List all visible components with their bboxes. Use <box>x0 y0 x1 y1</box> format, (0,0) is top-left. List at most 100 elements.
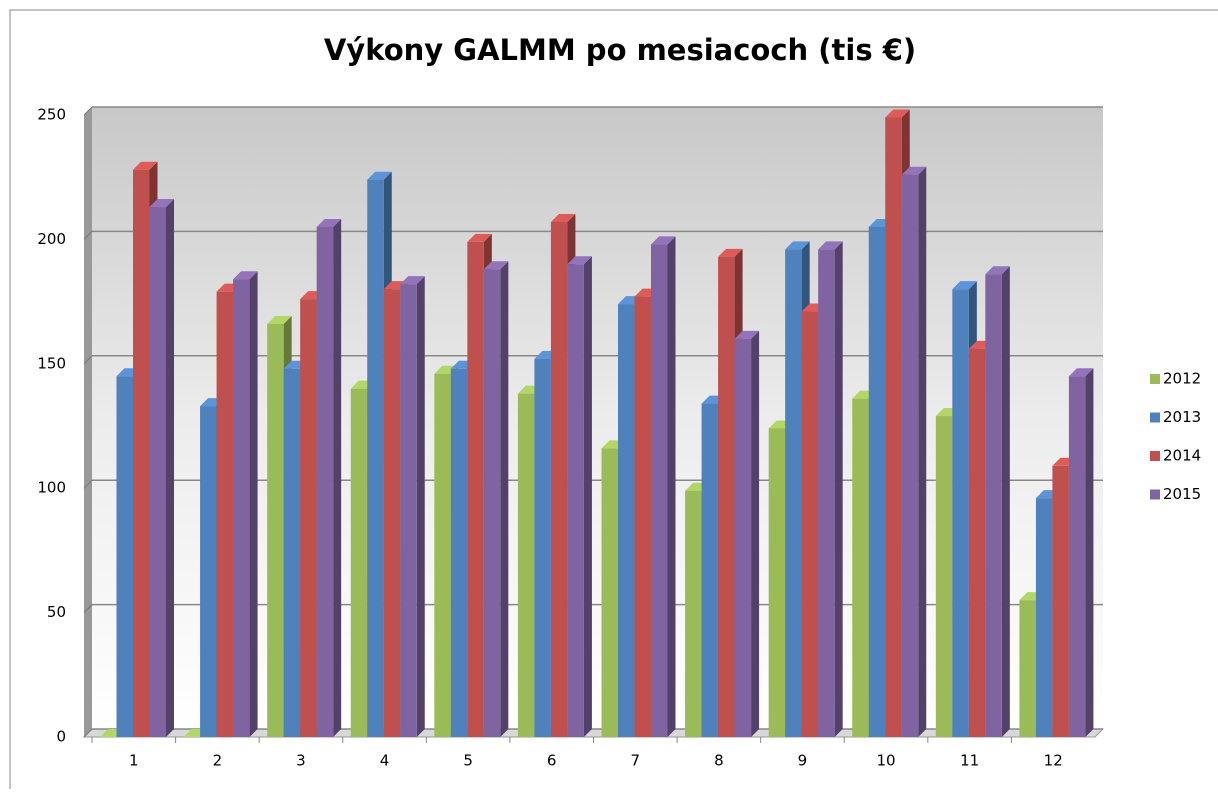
bar <box>734 338 752 737</box>
bar-top <box>785 241 810 250</box>
x-tick-label: 3 <box>296 752 306 770</box>
bar <box>467 241 484 737</box>
x-tick-label: 10 <box>876 752 895 770</box>
grid-line-side <box>83 479 93 489</box>
y-tick-label: 150 <box>37 354 66 372</box>
bar <box>885 117 902 738</box>
bar-side <box>249 271 258 737</box>
bar-side <box>918 166 927 737</box>
bar <box>634 296 651 737</box>
bar <box>801 311 819 737</box>
bar <box>1019 600 1036 737</box>
bar <box>316 226 334 737</box>
bar-top <box>985 266 1010 275</box>
bar <box>868 226 886 737</box>
bar-top <box>467 233 492 242</box>
grid-line-side <box>83 231 93 240</box>
bar-top <box>901 166 927 175</box>
bar-top <box>233 271 258 280</box>
bar-top <box>718 248 743 257</box>
bar-side <box>333 218 342 737</box>
bar <box>400 284 417 737</box>
bar <box>1052 465 1069 737</box>
legend-swatch <box>1150 412 1160 423</box>
bar <box>1035 498 1053 737</box>
y-tick-label: 250 <box>37 106 66 124</box>
bar-side <box>583 256 592 737</box>
x-tick-label: 4 <box>380 752 390 770</box>
y-tick-label: 200 <box>37 230 66 248</box>
bar <box>567 264 584 737</box>
x-tick-label: 7 <box>631 752 641 770</box>
bar <box>434 373 451 737</box>
bar-top <box>550 213 576 222</box>
bar <box>985 274 1002 737</box>
bar <box>383 289 401 737</box>
bar-top <box>149 199 174 208</box>
bar <box>852 398 869 737</box>
legend-label: 2013 <box>1163 408 1201 426</box>
bar <box>952 289 969 737</box>
bar-top <box>885 109 910 118</box>
bar <box>685 490 702 737</box>
legend-swatch <box>1150 489 1160 500</box>
legend-swatch <box>1150 374 1160 384</box>
bar <box>200 406 217 737</box>
x-tick-label: 11 <box>960 752 979 770</box>
bar <box>785 249 802 738</box>
legend-label: 2012 <box>1163 370 1201 388</box>
chart-title: Výkony GALMM po mesiacoch (tis €) <box>324 33 916 67</box>
legend-label: 2014 <box>1163 447 1201 465</box>
x-tick-label: 5 <box>463 752 473 770</box>
bar <box>601 448 618 737</box>
x-tick-label: 6 <box>547 752 557 770</box>
bar <box>216 291 234 737</box>
back-wall <box>92 107 1103 729</box>
bar <box>618 304 635 737</box>
bar-top <box>818 241 843 250</box>
bar <box>233 279 250 737</box>
bar-top <box>567 256 592 265</box>
bar-top <box>367 171 392 180</box>
bar <box>534 358 551 737</box>
legend-label: 2015 <box>1163 485 1201 503</box>
bar-side <box>751 330 760 737</box>
bar-side <box>834 241 843 738</box>
bar <box>901 174 919 737</box>
bar <box>935 416 953 737</box>
bar <box>718 256 735 737</box>
bar <box>267 323 284 737</box>
bar <box>367 179 384 738</box>
x-tick-label: 2 <box>213 752 223 770</box>
bar <box>768 428 786 737</box>
x-tick-label: 12 <box>1044 752 1063 770</box>
grid-line-side <box>83 604 93 613</box>
bar <box>350 388 368 737</box>
grid-line-side <box>83 728 93 738</box>
bar-side <box>1001 266 1010 737</box>
bar-top <box>316 218 342 227</box>
bar-side <box>500 261 509 737</box>
bar <box>968 348 986 737</box>
x-tick-label: 9 <box>798 752 808 770</box>
y-tick-label: 50 <box>47 603 66 621</box>
bar <box>133 169 150 738</box>
bar-top <box>734 330 760 339</box>
bar-top <box>483 261 509 270</box>
bar-side <box>416 276 425 737</box>
bar <box>1068 376 1086 737</box>
bar-side <box>1085 368 1094 737</box>
y-tick-label: 0 <box>56 728 66 746</box>
bar <box>483 269 501 737</box>
x-tick-label: 1 <box>129 752 139 770</box>
bar <box>149 207 166 737</box>
y-tick-label: 100 <box>37 479 66 497</box>
bar-top <box>952 281 977 290</box>
bar-top <box>133 161 158 170</box>
grid-line-side <box>83 355 93 365</box>
bar <box>651 244 668 737</box>
bar <box>701 403 719 737</box>
bar <box>517 393 535 737</box>
x-tick-label: 8 <box>714 752 724 770</box>
